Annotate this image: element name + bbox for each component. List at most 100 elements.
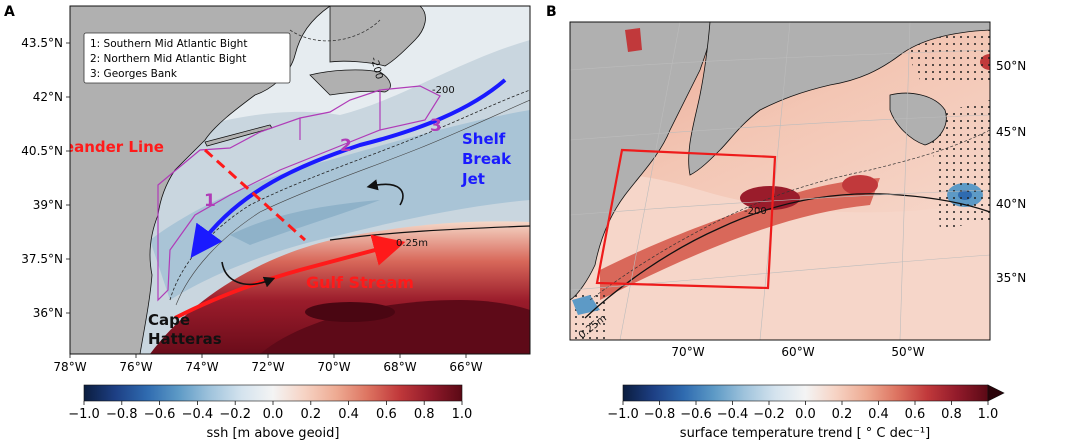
hatteras-label: Hatteras xyxy=(148,330,222,348)
parallels xyxy=(570,49,990,291)
warming-spot-2 xyxy=(842,175,878,195)
panel-a: Oleander Line 1 2 3 Shelf Break Jet Gulf… xyxy=(4,4,531,374)
colorbar-a-label: ssh [m above geoid] xyxy=(207,426,340,441)
land-mainland xyxy=(70,6,331,354)
warming-band xyxy=(600,178,880,300)
legend: 1: Southern Mid Atlantic Bight 2: Northe… xyxy=(83,32,291,84)
land-cape-cod xyxy=(309,69,391,96)
legend-item-2: 2: Northern Mid Atlantic Bight xyxy=(90,53,246,65)
colorbar-tick-label: −0.2 xyxy=(753,407,785,422)
colorbar-tick-label: 0.8 xyxy=(941,407,962,422)
colorbar-tick-label: 1.0 xyxy=(978,407,999,422)
deep-red-core xyxy=(260,300,530,354)
panel-b: -200 0.25m B 70°W 60°W 50°W 50°N45°N40°N35… xyxy=(546,4,1054,359)
region-3-label: 3 xyxy=(430,116,442,136)
colorbar-tick-label: 0.2 xyxy=(832,407,853,422)
colorbar-tick-label: −0.4 xyxy=(717,407,749,422)
recirculation-arrow-2 xyxy=(221,261,276,288)
ssh-contour-025-b xyxy=(584,193,990,319)
colorbar-tick-label: 1.0 xyxy=(452,407,473,422)
x-tick-label: 76°W xyxy=(119,360,152,374)
land-maine xyxy=(329,6,426,67)
x-tick-label: 60°W xyxy=(781,345,814,359)
oleander-line xyxy=(203,148,307,242)
colorbar-tick-label: 0.4 xyxy=(338,407,359,422)
x-tick-label: 78°W xyxy=(53,360,86,374)
gulf-stream-label: Gulf Stream xyxy=(306,273,414,292)
colorbar-tick-label: 0.0 xyxy=(263,407,284,422)
x-tick-label: 50°W xyxy=(891,345,924,359)
panel-b-x-ticks: 70°W 60°W 50°W xyxy=(671,345,924,359)
x-tick-label: 72°W xyxy=(251,360,284,374)
x-tick-label: 70°W xyxy=(317,360,350,374)
contour-label-025: 0.25m xyxy=(396,238,428,249)
eddy xyxy=(305,302,395,322)
colorbar-tick-label: 0.0 xyxy=(795,407,816,422)
land-b-newfoundland xyxy=(889,92,947,146)
x-tick-label: 74°W xyxy=(185,360,218,374)
colorbar-tick-label: 0.8 xyxy=(414,407,435,422)
cape-label: Cape xyxy=(148,311,190,329)
warm-lake xyxy=(625,28,642,52)
contour-label-200: -200 xyxy=(432,85,455,96)
region-dividers xyxy=(299,90,381,140)
legend-item-1: 1: Southern Mid Atlantic Bight xyxy=(90,38,247,50)
region-2-label: 2 xyxy=(340,136,352,156)
panel-a-letter: A xyxy=(4,4,15,20)
colorbar-tick-label: −0.8 xyxy=(106,407,138,422)
land-b-canada xyxy=(688,22,990,176)
colorbar-tick-label: −0.2 xyxy=(219,407,251,422)
jet-label: Jet xyxy=(461,170,485,188)
colorbar-b-extend xyxy=(987,384,1005,402)
colorbar-b: −1.0 −0.8 −0.6 −0.4 −0.2 0.0 0.2 0.4 0.6 0.8 1.0 s… xyxy=(607,384,1005,441)
colorbar-tick-label: −0.8 xyxy=(644,407,676,422)
panel-b-y-ticks: 50°N 45°N 40°N 35°N xyxy=(996,59,1026,285)
colorbar-tick-label: −0.4 xyxy=(182,407,214,422)
colorbar-a: −1.0 −0.8 −0.6 −0.4 −0.2 0.0 0.2 0.4 0.6 0.8 1.0 s… xyxy=(68,384,473,441)
shelf-label: Shelf xyxy=(462,130,506,148)
colorbar-tick-label: −1.0 xyxy=(607,407,639,422)
slope-core xyxy=(230,200,380,245)
panel-b-frame xyxy=(569,21,991,341)
colorbar-tick-label: 0.4 xyxy=(868,407,889,422)
y-tick-label: 43.5°N xyxy=(21,36,63,50)
x-tick-label: 68°W xyxy=(383,360,416,374)
y-tick-label: 40.5°N xyxy=(21,144,63,158)
panel-a-x-ticks: 78°W 76°W 74°W 72°W 70°W 68°W 66°W xyxy=(53,354,483,374)
y-tick-label: 50°N xyxy=(996,59,1026,73)
legend-item-3: 3: Georges Bank xyxy=(90,68,178,80)
ssh-contour-025 xyxy=(329,225,530,241)
x-tick-label: 66°W xyxy=(449,360,482,374)
significance-stippling xyxy=(930,100,990,230)
y-tick-label: 42°N xyxy=(33,90,63,104)
gulf-maine-isobath xyxy=(289,19,381,42)
isobath-200-b xyxy=(589,129,990,301)
y-tick-label: 37.5°N xyxy=(21,252,63,266)
y-tick-label: 45°N xyxy=(996,125,1026,139)
study-area-box xyxy=(595,148,777,290)
y-tick-label: 40°N xyxy=(996,197,1026,211)
shelf-break-jet-arrow xyxy=(190,78,507,258)
region-outline xyxy=(157,85,441,302)
recirculation-arrow-1 xyxy=(366,179,404,206)
colorbar-tick-label: −1.0 xyxy=(68,407,100,422)
land-b-mainland xyxy=(570,22,711,301)
gulf-stream-arrow xyxy=(174,234,406,320)
x-tick-label: 70°W xyxy=(671,345,704,359)
break-label: Break xyxy=(462,150,512,168)
y-tick-label: 35°N xyxy=(996,271,1026,285)
colorbar-tick-label: 0.2 xyxy=(300,407,321,422)
panel-a-y-ticks: 43.5°N 42°N 40.5°N 39°N 37.5°N 36°N xyxy=(21,36,70,320)
contour-label-200-b: -200 xyxy=(744,206,767,217)
colorbar-tick-label: −0.6 xyxy=(680,407,712,422)
y-tick-label: 39°N xyxy=(33,198,63,212)
colorbar-tick-label: 0.6 xyxy=(376,407,397,422)
y-tick-label: 36°N xyxy=(33,306,63,320)
oleander-label: Oleander Line xyxy=(46,138,164,156)
colorbar-tick-label: −0.6 xyxy=(144,407,176,422)
panel-b-letter: B xyxy=(546,4,557,20)
cooling-spot-2 xyxy=(1026,105,1054,119)
colorbar-tick-label: 0.6 xyxy=(905,407,926,422)
panel-a-frame xyxy=(69,5,531,355)
